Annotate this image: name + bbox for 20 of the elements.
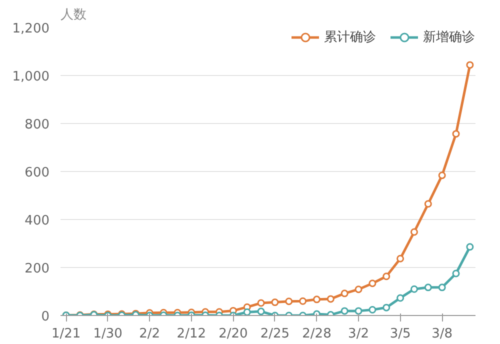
legend-label: 新增确诊	[423, 29, 475, 46]
x-tick-label: 1/30	[93, 326, 122, 342]
x-tick-label: 3/5	[390, 326, 411, 342]
y-axis-title: 人数	[60, 8, 86, 22]
y-tick-label: 600	[24, 166, 50, 180]
y-tick-label: 200	[24, 262, 50, 276]
legend-label: 累计确诊	[324, 29, 376, 46]
x-tick-label: 2/20	[218, 326, 248, 342]
x-tick-label: 2/12	[176, 326, 206, 342]
x-tick-label: 2/25	[260, 326, 290, 342]
x-tick-label: 2/28	[302, 326, 332, 342]
x-tick-label: 1/21	[51, 326, 81, 342]
y-tick-label: 400	[24, 214, 50, 228]
y-tick-label: 0	[41, 310, 50, 324]
x-tick-label: 3/8	[432, 326, 453, 342]
y-tick-label: 1,000	[12, 70, 50, 84]
x-tick-label: 3/2	[348, 326, 369, 342]
y-tick-label: 800	[24, 118, 50, 132]
y-tick-label: 1,200	[12, 22, 50, 36]
x-tick-label: 2/2	[139, 326, 160, 342]
